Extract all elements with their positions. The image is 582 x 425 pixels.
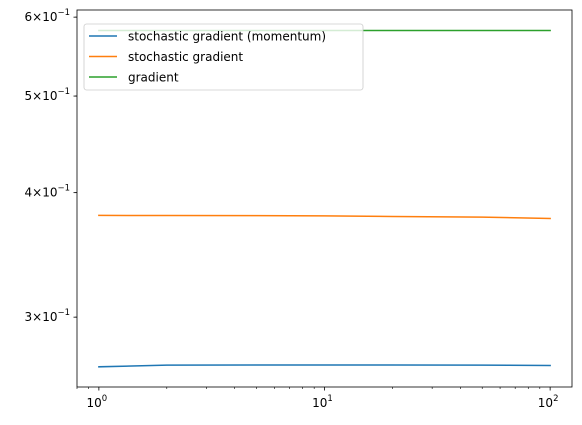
legend-label: stochastic gradient (momentum) bbox=[128, 30, 326, 44]
y-tick-label: 5×10−1 bbox=[25, 87, 71, 103]
legend: stochastic gradient (momentum) stochastic… bbox=[83, 23, 364, 91]
y-tick-label: 3×10−1 bbox=[25, 308, 71, 324]
series-line-0 bbox=[98, 364, 551, 368]
axes-frame bbox=[76, 9, 573, 388]
x-tick-label: 102 bbox=[538, 394, 559, 410]
x-tick-label: 100 bbox=[87, 394, 108, 410]
y-tick-label: 4×10−1 bbox=[25, 184, 71, 200]
x-tick-label: 101 bbox=[312, 394, 333, 410]
major-ticks: 100 101 102 3×10−1 4×10−1 5×10−1 6×10−1 bbox=[25, 8, 559, 410]
y-tick-label: 6×10−1 bbox=[25, 8, 71, 24]
series-line-1 bbox=[98, 214, 551, 220]
legend-label: gradient bbox=[128, 71, 179, 85]
legend-box bbox=[83, 23, 364, 91]
legend-label: stochastic gradient bbox=[128, 50, 243, 64]
